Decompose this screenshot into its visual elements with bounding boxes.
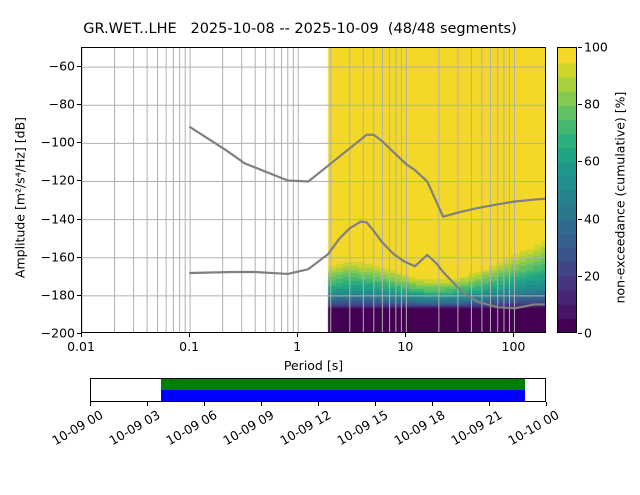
y-tick-mark [77, 180, 81, 182]
colorbar[interactable] [557, 47, 577, 333]
timeline-bar-bottom [161, 390, 525, 401]
timeline-bar-top [161, 379, 525, 390]
colorbar-tick-mark [578, 333, 582, 334]
x-tick-label: 10 [397, 339, 414, 354]
ppsd-figure: GR.WET..LHE 2025-10-08 -- 2025-10-09 (48… [12, 21, 628, 449]
figure-title: GR.WET..LHE 2025-10-08 -- 2025-10-09 (48… [83, 21, 517, 37]
x-tick-mark [189, 333, 191, 337]
y-tick-label: −100 [40, 134, 75, 150]
x-axis-label: Period [s] [283, 358, 344, 373]
y-tick-label: −140 [40, 211, 75, 227]
timeline-tick-mark [375, 402, 376, 406]
x-tick-label: 0.1 [179, 339, 200, 354]
y-axis-label: Amplitude [m²/s⁴/Hz] [dB] [12, 116, 28, 279]
colorbar-tick-label: 80 [584, 96, 600, 112]
y-tick-label: −200 [40, 325, 75, 341]
timeline-tick-mark [432, 402, 433, 406]
colorbar-label: non-exceedance (cumulative) [%] [612, 91, 628, 304]
colorbar-tick-label: 60 [584, 153, 600, 169]
y-tick-mark [77, 256, 81, 258]
timeline-tick-mark [90, 402, 91, 406]
ppsd-heatmap [82, 48, 545, 332]
y-tick-mark [77, 142, 81, 144]
y-tick-mark [77, 66, 81, 68]
colorbar-tick-mark [578, 275, 582, 277]
colorbar-tick-label: 40 [584, 211, 600, 227]
colorbar-tick-mark [578, 104, 582, 106]
colorbar-tick-mark [578, 218, 582, 220]
x-tick-label: 1 [293, 339, 302, 354]
y-tick-label: −180 [40, 287, 75, 303]
x-tick-mark [405, 333, 407, 337]
x-tick-label: 100 [501, 339, 526, 354]
timeline-tick-mark [318, 402, 319, 406]
timeline-tick-mark [546, 402, 547, 406]
colorbar-tick-mark [578, 47, 582, 48]
x-tick-mark [297, 333, 299, 337]
colorbar-tick-label: 0 [584, 325, 592, 341]
colorbar-gradient [558, 48, 576, 332]
y-tick-label: −60 [48, 58, 75, 74]
x-tick-mark [81, 333, 82, 337]
y-tick-label: −80 [48, 96, 75, 112]
y-tick-mark [77, 294, 81, 296]
y-tick-label: −160 [40, 249, 75, 265]
timeline-tick-mark [489, 402, 490, 406]
colorbar-tick-label: 20 [584, 268, 600, 284]
colorbar-tick-label: 100 [584, 39, 608, 55]
timeline-tick-mark [147, 402, 148, 406]
y-tick-mark [77, 218, 81, 220]
timeline-tick-mark [261, 402, 262, 406]
y-tick-mark [77, 104, 81, 106]
timeline-coverage-bar [161, 379, 525, 401]
timeline-axes[interactable] [90, 378, 546, 402]
x-tick-mark [513, 333, 515, 337]
noise-model-lines [189, 126, 545, 310]
axis-tick-labels: −60 −80 −100 −120 −140 −160 −180 −200 0.01 0.1 1 10… [40, 39, 608, 449]
timeline-tick-mark [204, 402, 205, 406]
y-tick-label: −120 [40, 172, 75, 188]
x-tick-label: 0.01 [67, 339, 95, 354]
y-tick-mark [77, 333, 81, 334]
ppsd-axes[interactable] [81, 47, 546, 333]
colorbar-tick-mark [578, 161, 582, 163]
